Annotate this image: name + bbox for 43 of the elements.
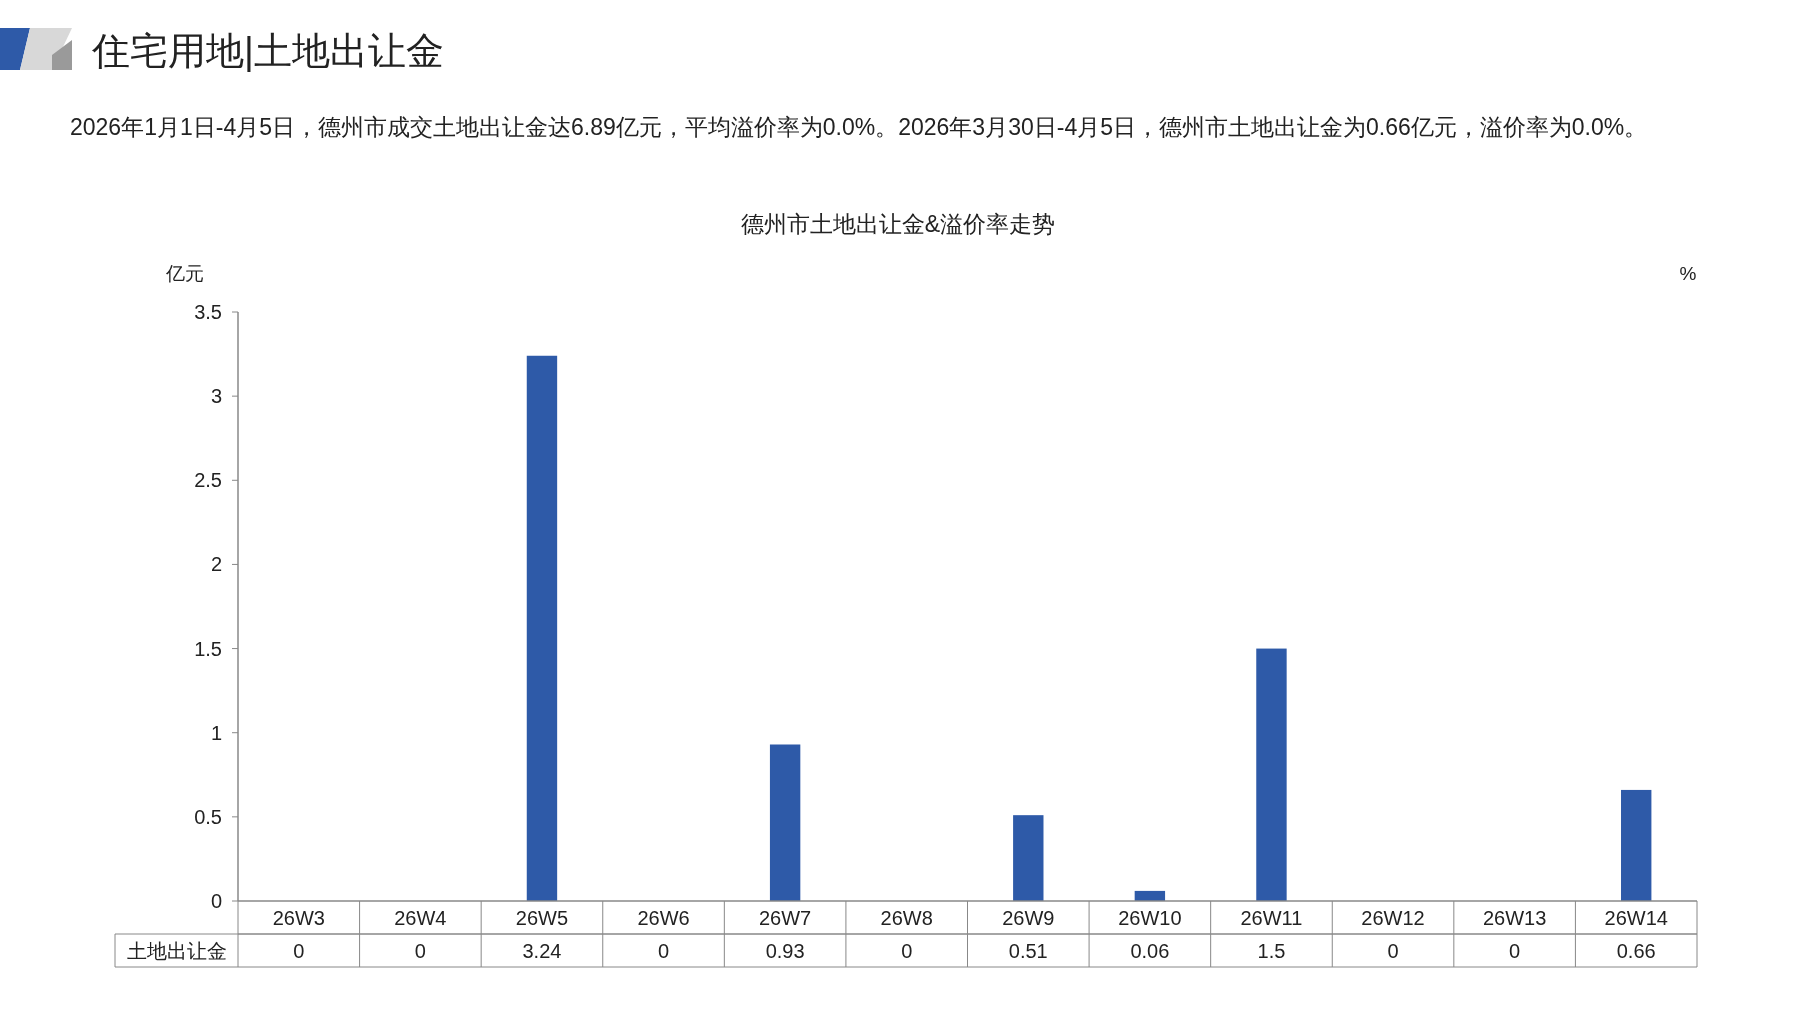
x-tick-label: 26W12: [1361, 907, 1425, 929]
data-label: 0: [657, 940, 670, 962]
y-tick-label: 3.5: [194, 301, 222, 323]
x-tick-label: 26W5: [515, 907, 569, 929]
y-tick-label: 2: [210, 553, 222, 576]
bar: [1256, 648, 1287, 901]
x-tick-label: 26W10: [1118, 907, 1182, 929]
y-tick-label: 1.5: [194, 637, 222, 660]
bar: [769, 744, 801, 901]
x-tick-label: 26W6: [637, 907, 690, 929]
text: 住宅用地|土地出让金: [91, 30, 444, 72]
data-label: 0: [414, 940, 426, 962]
data-label: 0: [293, 940, 305, 962]
y-tick-label: 0: [210, 890, 222, 912]
text: 2026年1月1日-4月5日，德州市成交土地出让金达6.89亿元，平均溢价率为0.0%。2026年3月30日-4月5日，德州市土地出让金为0.66亿元，溢价率为0.0%。: [70, 113, 1649, 142]
y-tick-label: 2.5: [194, 469, 222, 492]
data-label: 0.66: [1616, 940, 1656, 962]
x-tick-label: 26W4: [394, 907, 447, 929]
y-tick-label: 1: [210, 721, 222, 744]
data-label: 0.06: [1130, 940, 1170, 962]
x-tick-label: 26W14: [1604, 907, 1668, 929]
y2-axis-title: %: [1679, 263, 1697, 284]
x-tick-label: 26W9: [1002, 907, 1055, 929]
data-label: 0: [1387, 940, 1399, 962]
text: 土地出让金: [126, 940, 227, 962]
data-label: 0.93: [765, 940, 805, 962]
y-axis-title: 亿元: [165, 263, 204, 284]
y-tick-label: 3: [210, 385, 222, 408]
data-label: 0: [1509, 940, 1521, 962]
bar: [1621, 789, 1652, 901]
x-tick-label: 26W13: [1482, 907, 1547, 929]
x-tick-label: 26W7: [759, 907, 812, 929]
bar: [526, 355, 558, 901]
data-label: 0.51: [1008, 940, 1048, 962]
data-label: 1.5: [1257, 940, 1286, 962]
data-label: 0: [901, 940, 913, 962]
x-tick-label: 26W11: [1240, 907, 1303, 929]
x-tick-label: 26W8: [880, 907, 933, 929]
bar: [1013, 815, 1044, 901]
x-tick-label: 26W3: [272, 907, 325, 929]
chart-title: 德州市土地出让金&溢价率走势: [740, 211, 1056, 237]
y-tick-label: 0.5: [194, 805, 222, 828]
data-label: 3.24: [522, 940, 562, 962]
